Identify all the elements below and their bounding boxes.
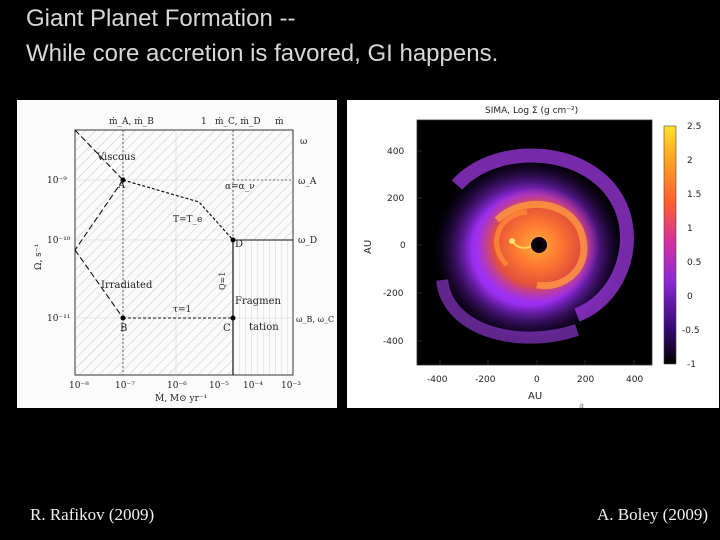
- right-label-omega: ω: [300, 137, 307, 147]
- y-tick-label: 10⁻⁹: [47, 176, 67, 186]
- t-curve-label: T=T_e: [173, 215, 202, 225]
- y-axis-label: Ω, s⁻¹: [34, 244, 44, 270]
- simulation-title: SIMA, Log Σ (g cm⁻²): [485, 106, 578, 116]
- region-irradiated-label: Irradiated: [101, 280, 153, 291]
- x-tick-label: -200: [475, 375, 496, 385]
- simulation-image: [417, 120, 652, 365]
- top-label-m: ṁ: [275, 117, 284, 127]
- point-b-marker: [120, 315, 126, 321]
- point-a-marker: [120, 177, 126, 183]
- colorbar-tick-label: 0.5: [687, 258, 701, 268]
- right-label-omega-a: ω_A: [298, 177, 317, 187]
- point-d-marker: [230, 237, 236, 243]
- top-label-ma-mb: ṁ_A, ṁ_B: [109, 117, 154, 127]
- viscous-boundary-curve: [74, 129, 124, 181]
- alpha-curve-label: α=α_ν: [225, 182, 255, 192]
- colorbar-tick-label: -0.5: [682, 326, 700, 336]
- point-a-label: A: [117, 180, 126, 191]
- region-tation-label: tation: [249, 322, 279, 333]
- colorbar-tick-label: 0: [687, 292, 693, 302]
- x-tick-label: 10⁻⁶: [167, 381, 187, 391]
- region-viscous-label: Viscous: [96, 152, 136, 163]
- plot-frame: [74, 129, 294, 376]
- right-label-omega-bc: ω_B, ω_C: [296, 315, 334, 324]
- y-tick-label: 200: [387, 194, 404, 204]
- colorbar: [663, 125, 677, 365]
- y-tick-label: -200: [383, 289, 404, 299]
- colorbar-tick-label: 1: [687, 224, 693, 234]
- y-tick-label: 10⁻¹¹: [47, 314, 70, 324]
- colorbar-tick-label: 2: [687, 156, 693, 166]
- point-d-label: D: [235, 239, 243, 250]
- top-label-mc-md: ṁ_C, ṁ_D: [215, 117, 261, 127]
- rafikov-diagram-svg: ṁ_A, ṁ_B 1 ṁ_C, ṁ_D ṁ ω ω_A ω_D ω_B, ω_C…: [34, 117, 334, 404]
- point-c-marker: [230, 315, 236, 321]
- y-axis-label: AU: [363, 240, 374, 254]
- q-curve-label: Q=1: [218, 272, 227, 290]
- slide-title-line-2: While core accretion is favored, GI happ…: [26, 40, 499, 67]
- point-c-label: C: [223, 323, 231, 334]
- x-tick-label: 10⁻⁷: [115, 381, 135, 391]
- y-tick-label: 0: [400, 241, 406, 251]
- x-tick-label: 10⁻³: [281, 381, 301, 391]
- region-fragmen-label: Fragmen: [235, 296, 281, 307]
- boley-simulation-svg: SIMA, Log Σ (g cm⁻²) 400 2: [363, 106, 701, 410]
- x-tick-label: 10⁻⁵: [209, 381, 229, 391]
- y-tick-label: 400: [387, 147, 404, 157]
- x-tick-label: 10⁻⁸: [69, 381, 89, 391]
- fragmentation-region: [233, 240, 293, 375]
- y-tick-label: -400: [383, 337, 404, 347]
- boley-simulation-figure: SIMA, Log Σ (g cm⁻²) 400 2: [347, 100, 719, 410]
- x-tick-label: 0: [534, 375, 540, 385]
- x-tick-label: 200: [577, 375, 594, 385]
- rafikov-diagram-figure: ṁ_A, ṁ_B 1 ṁ_C, ṁ_D ṁ ω ω_A ω_D ω_B, ω_C…: [17, 100, 337, 408]
- right-label-omega-d: ω_D: [298, 236, 317, 246]
- x-axis-label: Ṁ, M⊙ yr⁻¹: [155, 392, 207, 404]
- x-axis-label: AU: [528, 391, 542, 402]
- top-label-one: 1: [201, 117, 207, 127]
- x-tick-label: 400: [626, 375, 643, 385]
- colorbar-tick-label: 1.5: [687, 190, 701, 200]
- footer-mark: a: [579, 401, 584, 408]
- alpha-curve: [122, 179, 234, 241]
- point-b-label: B: [120, 323, 127, 334]
- x-tick-label: -400: [427, 375, 448, 385]
- credit-rafikov: R. Rafikov (2009): [30, 505, 155, 524]
- slide-title-line-1: Giant Planet Formation --: [26, 5, 296, 32]
- y-tick-label: 10⁻¹⁰: [47, 236, 71, 246]
- colorbar-tick-label: -1: [687, 360, 696, 370]
- credit-boley: A. Boley (2009): [597, 505, 708, 524]
- x-tick-label: 10⁻⁴: [243, 381, 263, 391]
- irradiated-boundary-curve: [74, 179, 124, 251]
- tau-curve-label: τ=1: [173, 305, 191, 315]
- colorbar-tick-label: 2.5: [687, 122, 701, 132]
